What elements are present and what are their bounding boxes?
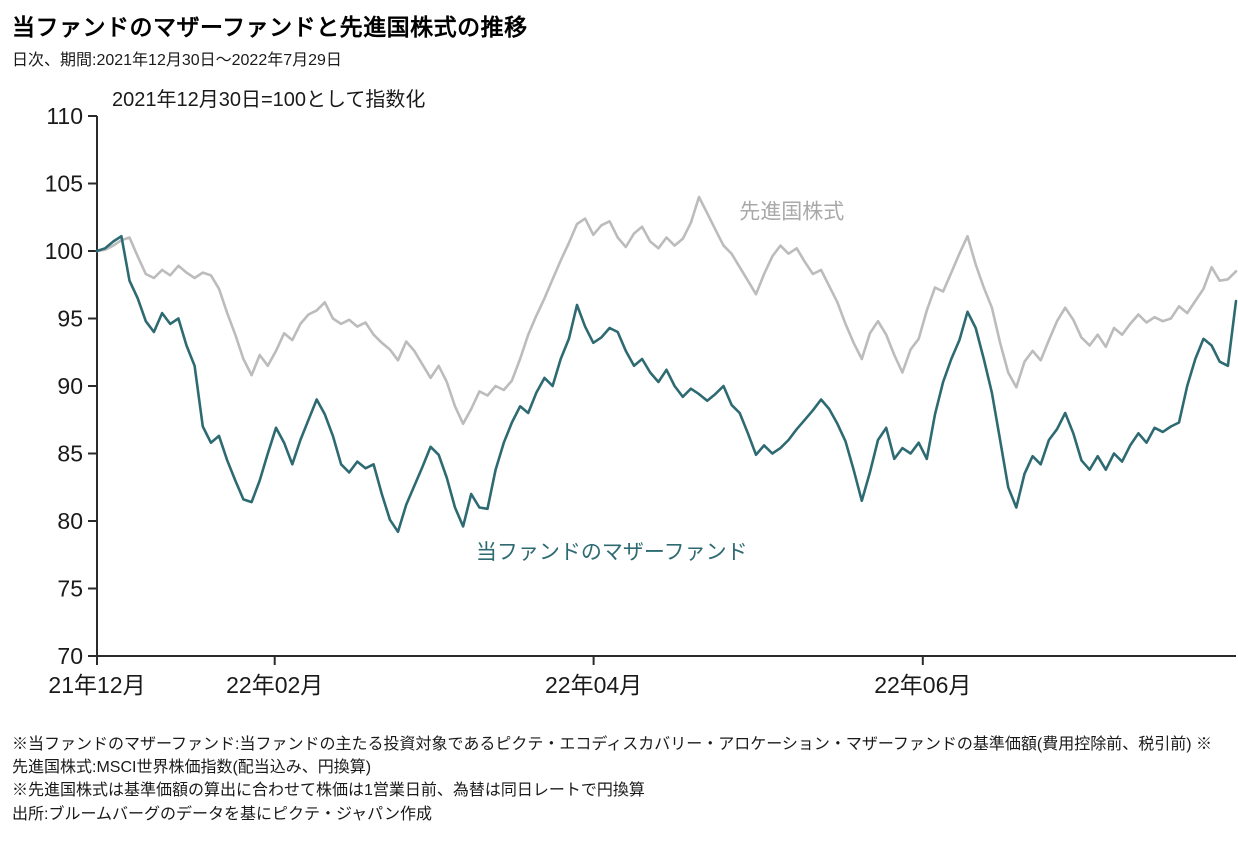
y-axis-label: 70 — [57, 643, 83, 669]
x-axis-label: 22年06月 — [874, 672, 971, 698]
y-axis-label: 105 — [45, 171, 83, 197]
x-axis-label: 21年12月 — [48, 672, 145, 698]
y-axis-label: 85 — [57, 441, 83, 467]
series-label-developed-stocks: 先進国株式 — [739, 201, 844, 224]
series-label-mother-fund: 当ファンドのマザーファンド — [476, 541, 748, 564]
y-axis-label: 100 — [45, 238, 83, 264]
footnote-price-timing: ※先進国株式は基準価額の算出に合わせて株価は1営業日前、為替は同日レートで円換算 — [12, 782, 645, 800]
line-chart: 2021年12月30日=100として指数化 110 105 100 95 90 85 80 75… — [45, 88, 1238, 698]
x-axis-label: 22年02月 — [226, 672, 323, 698]
chart-page: 当ファンドのマザーファンドと先進国株式の推移 日次、期間:2021年12月30日… — [12, 14, 1238, 826]
page-title: 当ファンドのマザーファンドと先進国株式の推移 — [12, 14, 528, 40]
series-line-developed-stocks — [95, 195, 1238, 426]
y-axis-label: 90 — [57, 373, 83, 399]
chart-subtitle: 日次、期間:2021年12月30日〜2022年7月29日 — [12, 52, 342, 69]
series-line-mother-fund — [95, 234, 1238, 534]
x-axis-label: 22年04月 — [545, 672, 642, 698]
axes — [96, 116, 1236, 657]
y-axis-label: 75 — [57, 576, 83, 602]
footnote-mother-fund-definition: ※当ファンドのマザーファンド:当ファンドの主たる投資対象であるピクテ・エコディス… — [12, 736, 1213, 777]
y-axis-label: 80 — [57, 508, 83, 534]
y-axis-label: 110 — [46, 103, 83, 129]
index-note: 2021年12月30日=100として指数化 — [112, 88, 425, 111]
footnote-source: 出所:ブルームバーグのデータを基にピクテ・ジャパン作成 — [12, 805, 432, 823]
footnotes: ※当ファンドのマザーファンド:当ファンドの主たる投資対象であるピクテ・エコディス… — [12, 733, 1228, 826]
y-axis-label: 95 — [57, 306, 83, 332]
